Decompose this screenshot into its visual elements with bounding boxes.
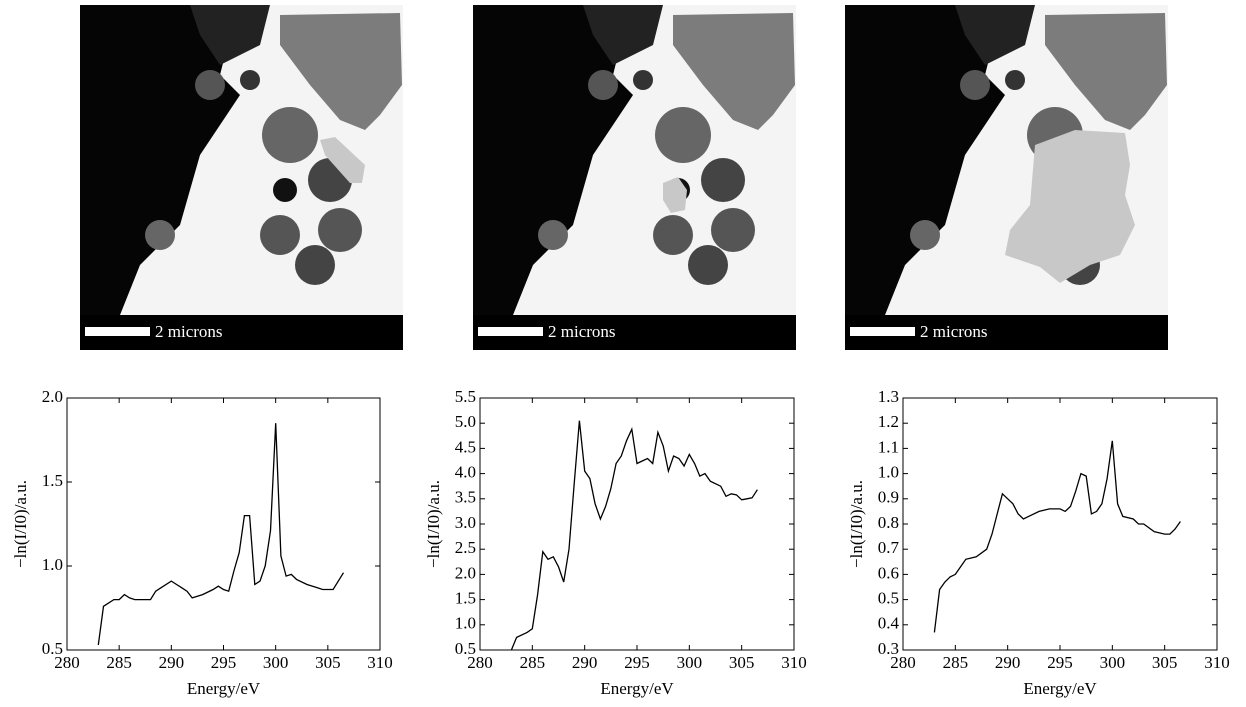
particle	[633, 70, 653, 90]
highlight	[1005, 130, 1135, 283]
scale-bar	[85, 327, 150, 336]
particle	[260, 215, 300, 255]
x-tick-label: 305	[729, 653, 755, 672]
y-tick-label: 1.5	[42, 471, 63, 490]
y-axis-label: −ln(I/I0)/a.u.	[424, 480, 443, 568]
y-tick-label: 0.5	[455, 639, 476, 658]
x-axis-label: Energy/eV	[187, 679, 261, 698]
gray-blob	[1045, 13, 1167, 130]
y-tick-label: 1.2	[878, 412, 899, 431]
y-tick-label: 2.5	[455, 538, 476, 557]
scale-label: 2 microns	[155, 322, 223, 341]
y-tick-label: 3.0	[455, 513, 476, 532]
x-tick-label: 285	[943, 653, 969, 672]
scale-label: 2 microns	[548, 322, 616, 341]
y-axis-label: −ln(I/I0)/a.u.	[11, 480, 30, 568]
x-axis-label: Energy/eV	[600, 679, 674, 698]
x-tick-label: 305	[1152, 653, 1178, 672]
dark-top	[190, 5, 270, 65]
x-tick-label: 295	[1047, 653, 1073, 672]
x-tick-label: 295	[211, 653, 237, 672]
spectrum-line	[510, 420, 758, 651]
x-tick-label: 280	[890, 653, 916, 672]
y-tick-label: 5.5	[455, 387, 476, 406]
particle	[273, 178, 297, 202]
scale-label: 2 microns	[920, 322, 988, 341]
x-tick-label: 295	[624, 653, 650, 672]
micrograph: 2 microns	[473, 5, 796, 350]
particle	[1005, 70, 1025, 90]
dark-top	[583, 5, 663, 65]
plot-frame	[66, 397, 381, 651]
dark-top	[955, 5, 1035, 65]
y-tick-label: 5.0	[455, 412, 476, 431]
y-tick-label: 0.9	[878, 488, 899, 507]
y-tick-label: 4.5	[455, 437, 476, 456]
particle	[295, 245, 335, 285]
y-tick-label: 1.3	[878, 387, 899, 406]
particle	[538, 220, 568, 250]
x-tick-label: 285	[520, 653, 546, 672]
plot-frame	[902, 397, 1218, 651]
scale-bar	[478, 327, 543, 336]
y-tick-label: 1.1	[878, 437, 899, 456]
y-tick-label: 0.4	[878, 614, 900, 633]
y-tick-label: 1.0	[878, 463, 899, 482]
particle	[145, 220, 175, 250]
particle	[711, 208, 755, 252]
x-axis-label: Energy/eV	[1023, 679, 1097, 698]
particle	[910, 220, 940, 250]
y-tick-label: 2.0	[42, 387, 63, 406]
y-tick-label: 3.5	[455, 488, 476, 507]
y-tick-label: 0.8	[878, 513, 899, 532]
y-tick-label: 0.3	[878, 639, 899, 658]
y-tick-label: 0.6	[878, 563, 899, 582]
y-tick-label: 0.5	[42, 639, 63, 658]
y-tick-label: 1.0	[455, 614, 476, 633]
x-tick-label: 310	[367, 653, 393, 672]
x-tick-label: 280	[467, 653, 493, 672]
particle	[262, 107, 318, 163]
particle	[960, 70, 990, 100]
particle	[688, 245, 728, 285]
x-tick-label: 310	[781, 653, 807, 672]
x-tick-label: 310	[1204, 653, 1230, 672]
x-tick-label: 300	[677, 653, 703, 672]
y-tick-label: 2.0	[455, 563, 476, 582]
y-tick-label: 1.5	[455, 589, 476, 608]
particle	[588, 70, 618, 100]
particle	[318, 208, 362, 252]
y-tick-label: 4.0	[455, 463, 476, 482]
x-tick-label: 285	[106, 653, 132, 672]
particle	[653, 215, 693, 255]
particle	[655, 107, 711, 163]
x-tick-label: 290	[572, 653, 598, 672]
particle	[701, 158, 745, 202]
gray-blob	[280, 13, 402, 130]
plot-frame	[479, 397, 795, 651]
highlight	[663, 177, 687, 213]
x-tick-label: 305	[315, 653, 341, 672]
x-tick-label: 280	[54, 653, 80, 672]
y-tick-label: 0.7	[878, 538, 900, 557]
x-tick-label: 290	[159, 653, 185, 672]
x-tick-label: 290	[995, 653, 1021, 672]
y-tick-label: 1.0	[42, 555, 63, 574]
y-axis-label: −ln(I/I0)/a.u.	[847, 480, 866, 568]
x-tick-label: 300	[263, 653, 289, 672]
particle	[240, 70, 260, 90]
highlight	[320, 137, 365, 183]
micrograph: 2 microns	[80, 5, 403, 350]
spectrum-line	[97, 423, 345, 646]
gray-blob	[673, 13, 795, 130]
x-tick-label: 300	[1100, 653, 1126, 672]
scale-bar	[850, 327, 915, 336]
particle	[195, 70, 225, 100]
spectrum-line	[933, 440, 1181, 633]
y-tick-label: 0.5	[878, 589, 899, 608]
micrograph: 2 microns	[845, 5, 1168, 350]
